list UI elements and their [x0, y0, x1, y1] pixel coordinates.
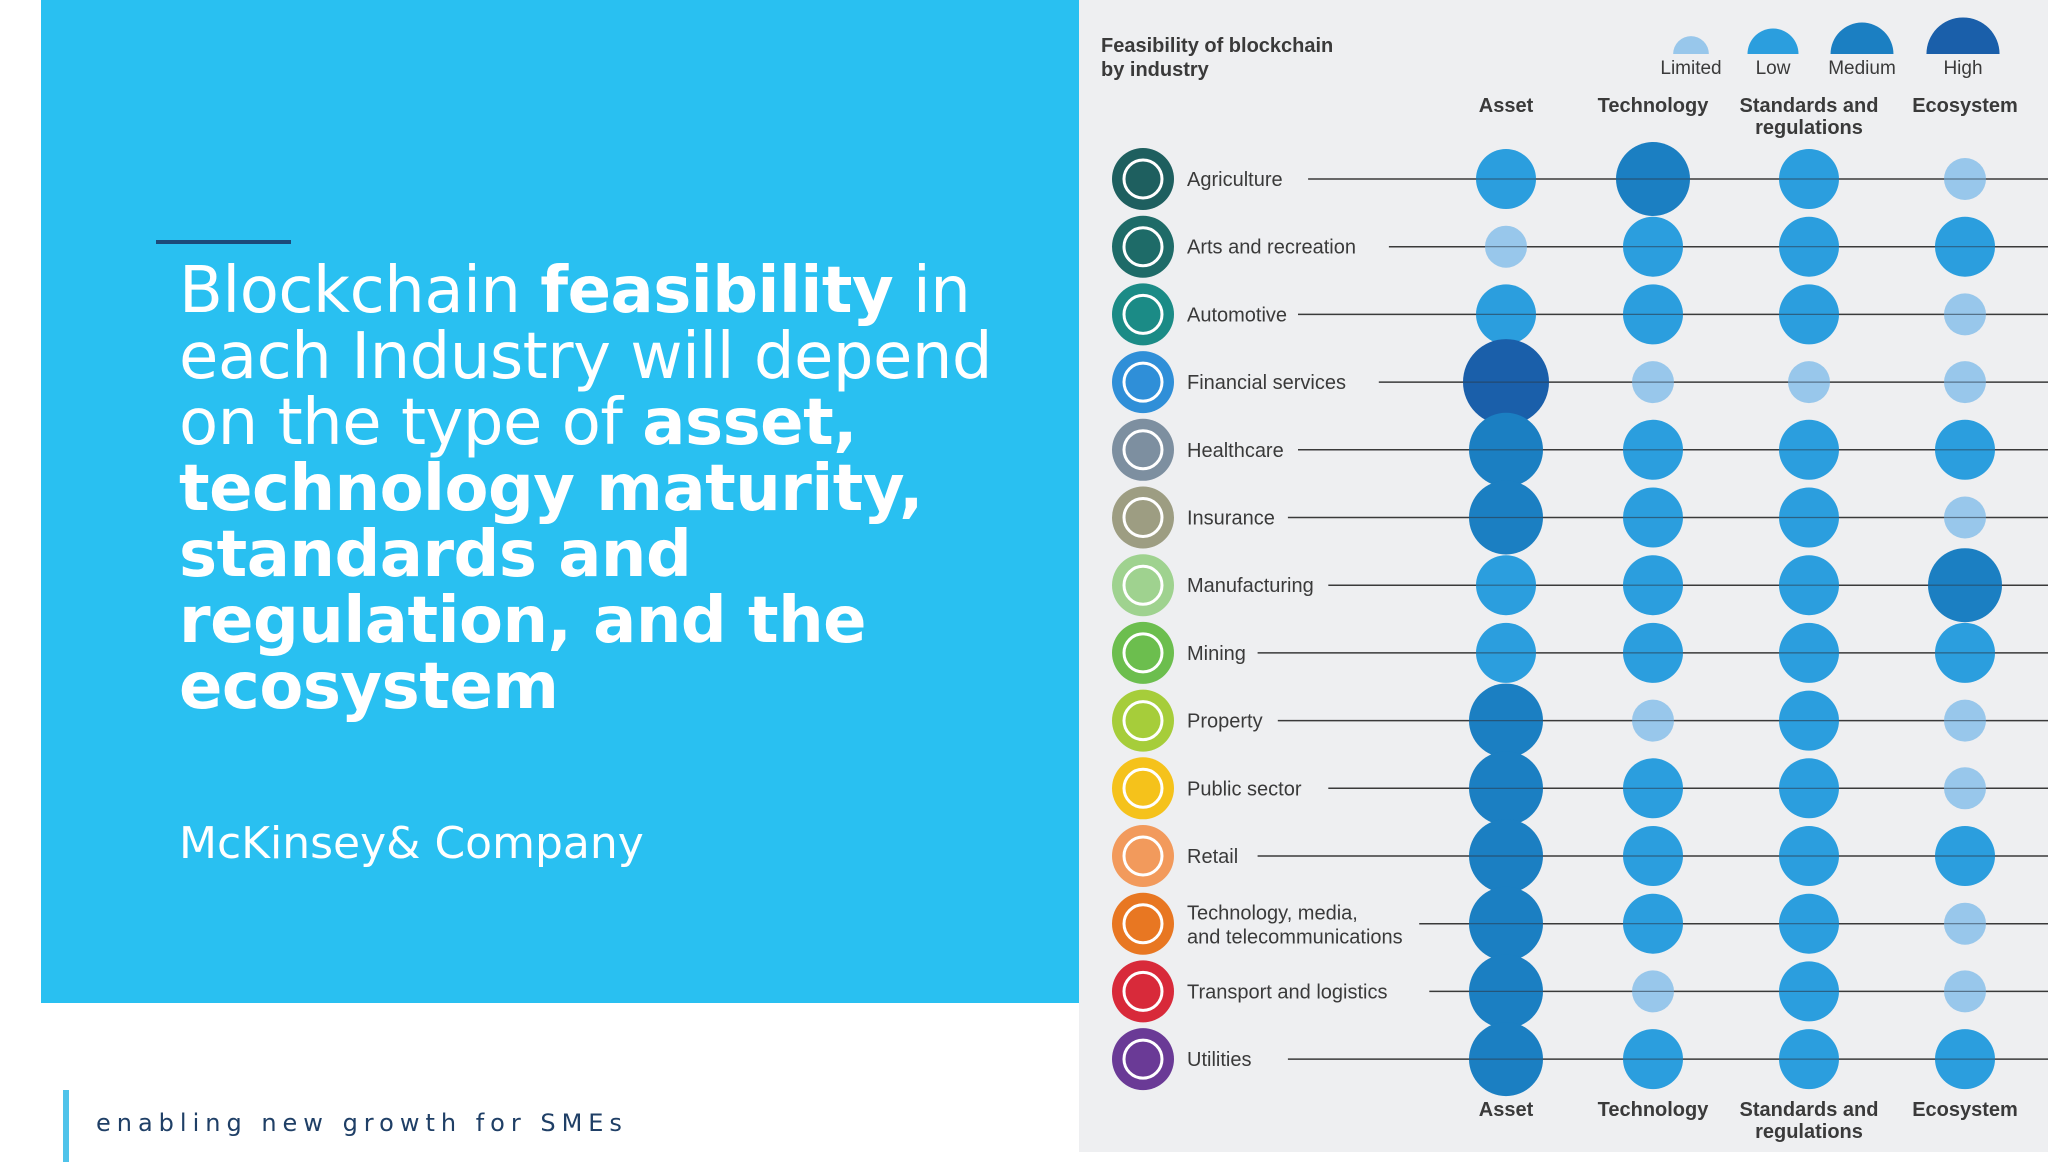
slide-headline: Blockchain feasibility in each Industry … [179, 258, 1079, 720]
document-icon-glyph [1122, 497, 1164, 538]
lightning-icon-glyph [1122, 1038, 1164, 1080]
building-icon-glyph [1122, 700, 1164, 742]
column-header-top-1: Technology [1598, 95, 1710, 117]
column-header-bottom-1: Technology [1598, 1099, 1710, 1121]
robot-arm-icon [1112, 554, 1174, 617]
headline-part-3: asset, technology maturity, standards an… [179, 386, 923, 724]
column-header-top-0: Asset [1479, 95, 1534, 117]
document-icon [1112, 486, 1174, 549]
row-label-3: Financial services [1187, 372, 1346, 394]
column-header-bottom-2-2: regulations [1755, 1121, 1863, 1143]
hand-icon [1112, 418, 1174, 481]
truck-icon-glyph [1122, 970, 1164, 1012]
cart-icon-glyph [1122, 835, 1164, 877]
row-label-2: Automotive [1187, 304, 1287, 326]
footer-accent-bar [63, 1090, 69, 1162]
cow-icon [1112, 148, 1174, 210]
column-header-top-3: Ecosystem [1912, 95, 2018, 117]
row-label-0: Agriculture [1187, 169, 1283, 191]
row-label-11-line-1: Technology, media, [1187, 903, 1358, 925]
director-chair-icon [1112, 215, 1174, 278]
legend-swatch-medium [1830, 22, 1894, 54]
accent-line [156, 240, 291, 244]
hard-hat-icon [1112, 621, 1174, 684]
row-label-7: Mining [1187, 643, 1246, 665]
chart-title-line-1: Feasibility of blockchain [1101, 35, 1333, 57]
headline-part-2: in each Industry will depend on the type… [179, 254, 993, 460]
row-label-5: Insurance [1187, 508, 1275, 530]
row-label-4: Healthcare [1187, 440, 1284, 462]
row-label-12: Transport and logistics [1187, 981, 1387, 1003]
building-icon [1112, 689, 1174, 752]
cart-icon [1112, 825, 1174, 887]
column-header-top-2-2: regulations [1755, 117, 1863, 139]
handshake-icon-glyph [1122, 767, 1164, 809]
chart-title-line-2: by industry [1101, 59, 1210, 81]
column-header-bottom-0: Asset [1479, 1099, 1534, 1121]
director-chair-icon-glyph [1122, 226, 1164, 268]
truck-icon [1112, 960, 1174, 1023]
legend-label-low: Low [1756, 58, 1791, 79]
column-header-top-2: Standards and [1740, 95, 1879, 117]
feasibility-chart-panel: Feasibility of blockchain by industry Limi… [1079, 0, 2048, 1152]
lightning-icon [1112, 1028, 1174, 1091]
legend-swatch-high [1926, 17, 2000, 54]
hand-icon-glyph [1122, 429, 1164, 471]
row-label-1: Arts and recreation [1187, 237, 1356, 259]
footer-tagline: enabling new growth for SMEs [96, 1109, 628, 1137]
robot-arm-icon-glyph [1122, 564, 1164, 606]
row-label-9: Public sector [1187, 778, 1302, 800]
handshake-icon [1112, 757, 1174, 820]
row-label-11-line-2: and telecommunications [1187, 927, 1403, 949]
row-label-13: Utilities [1187, 1049, 1251, 1071]
legend-label-high: High [1943, 58, 1982, 79]
legend-swatch-low [1747, 28, 1799, 54]
row-label-10: Retail [1187, 846, 1238, 868]
film-icon-glyph [1122, 903, 1164, 945]
chassis-icon-glyph [1122, 293, 1164, 335]
legend-label-medium: Medium [1828, 58, 1896, 79]
title-panel: Blockchain feasibility in each Industry … [41, 0, 1079, 1003]
row-label-8: Property [1187, 711, 1263, 733]
bank-icon [1112, 351, 1174, 414]
chassis-icon [1112, 283, 1174, 346]
legend-swatch-limited [1673, 36, 1709, 54]
headline-part-1: feasibility [540, 254, 894, 328]
legend-label-limited: Limited [1660, 58, 1721, 79]
bank-icon-glyph [1122, 361, 1164, 403]
hard-hat-icon-glyph [1122, 632, 1164, 674]
row-label-6: Manufacturing [1187, 575, 1314, 597]
cow-icon-glyph [1122, 158, 1164, 200]
company-name: McKinsey& Company [179, 818, 644, 869]
column-header-bottom-2: Standards and [1740, 1099, 1879, 1121]
column-header-bottom-3: Ecosystem [1912, 1099, 2018, 1121]
headline-part-0: Blockchain [179, 254, 541, 328]
film-icon [1112, 892, 1174, 955]
